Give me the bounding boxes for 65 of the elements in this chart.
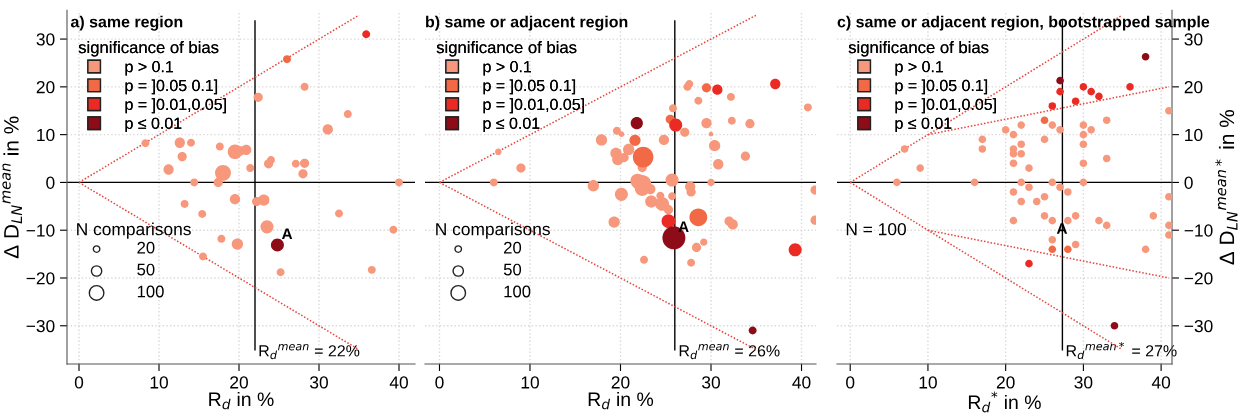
y-tick-label: 0 — [1184, 176, 1193, 189]
y-tick-label: 30 — [36, 33, 55, 46]
legend-label: p = ]0.05 0.1] — [483, 79, 576, 95]
y-tick-label: −10 — [1184, 224, 1213, 237]
y-tick-label: 30 — [1184, 33, 1203, 46]
y-tick-label: −30 — [1184, 319, 1213, 333]
legend-title: significance of bias — [78, 41, 219, 57]
legend-label: p = ]0.05 0.1] — [125, 79, 218, 95]
x-tick-label: 40 — [389, 376, 408, 389]
y-axis-title: Δ D$_{LN}$$^{mean*}$ in % — [1215, 109, 1238, 265]
ref-line-label: R$_{d}$$^{mean}$ = 22% — [259, 343, 360, 360]
y-tick-label: 10 — [1185, 128, 1203, 142]
legend-label: p = ]0.01,0.05] — [125, 98, 226, 114]
legend-label: 50 — [137, 263, 155, 276]
legend-label: p ≤ 0.01 — [125, 117, 182, 133]
legend-label: p = ]0.01,0.05] — [483, 98, 584, 114]
y-tick-label: −20 — [1184, 272, 1213, 285]
x-tick-label: 20 — [996, 376, 1015, 389]
annotation: A — [281, 228, 293, 240]
y-tick-label: −30 — [26, 319, 55, 333]
legend-label: p = ]0.05 0.1] — [895, 79, 988, 95]
x-axis-title: R$_{d}$ in % — [588, 391, 654, 410]
x-tick-label: 30 — [1074, 376, 1093, 389]
y-tick-label: −10 — [26, 224, 55, 237]
legend-title: significance of bias — [848, 41, 989, 57]
legend-label: 20 — [504, 241, 522, 254]
x-tick-label: 10 — [919, 376, 937, 389]
x-tick-label: 20 — [230, 376, 248, 389]
x-axis-title: R$_{d}$$^{*}$ in % — [968, 391, 1041, 413]
legend-label: 20 — [137, 241, 155, 254]
x-tick-label: 0 — [74, 376, 84, 389]
x-tick-label: 10 — [521, 376, 539, 389]
legend-label: p > 0.1 — [895, 60, 944, 76]
x-tick-label: 30 — [310, 376, 328, 389]
x-tick-label: 10 — [150, 376, 168, 389]
y-tick-label: 20 — [1184, 81, 1203, 94]
ref-line-label: R$_{d}$$^{mean}$ = 26% — [679, 343, 780, 360]
y-axis-title: Δ D$_{LN}$$^{mean}$ in % — [2, 116, 22, 259]
legend-label: 100 — [504, 285, 531, 298]
x-tick-label: 0 — [435, 376, 444, 389]
annotation: A — [678, 221, 689, 232]
x-tick-label: 30 — [702, 376, 720, 389]
legend-label: 100 — [137, 285, 164, 298]
x-tick-label: 20 — [611, 376, 630, 389]
legend-label: p ≤ 0.01 — [483, 117, 540, 133]
y-tick-label: 0 — [46, 176, 55, 189]
x-tick-label: 40 — [792, 376, 811, 389]
chart-title: b) same or adjacent region — [426, 15, 628, 31]
annotation: N comparisons — [436, 222, 550, 239]
y-tick-label: 20 — [36, 81, 55, 94]
legend-label: p ≤ 0.01 — [895, 117, 952, 133]
x-tick-label: 40 — [1151, 376, 1171, 389]
annotation: N comparisons — [77, 222, 191, 239]
chart-title: a) same region — [70, 15, 183, 31]
legend-label: p > 0.1 — [125, 60, 174, 76]
legend-title: significance of bias — [436, 41, 577, 57]
x-tick-label: 0 — [846, 376, 855, 389]
legend-label: 50 — [503, 263, 522, 276]
ref-line-label: R$_{d}$$^{mean*}$ = 27% — [1066, 341, 1177, 360]
legend-label: p > 0.1 — [483, 60, 532, 76]
legend-label: p = ]0.01,0.05] — [895, 98, 996, 114]
y-tick-label: 10 — [37, 128, 55, 142]
annotation: N = 100 — [846, 223, 906, 236]
x-axis-title: R$_{d}$ in % — [209, 391, 274, 410]
y-tick-label: −20 — [26, 272, 55, 285]
